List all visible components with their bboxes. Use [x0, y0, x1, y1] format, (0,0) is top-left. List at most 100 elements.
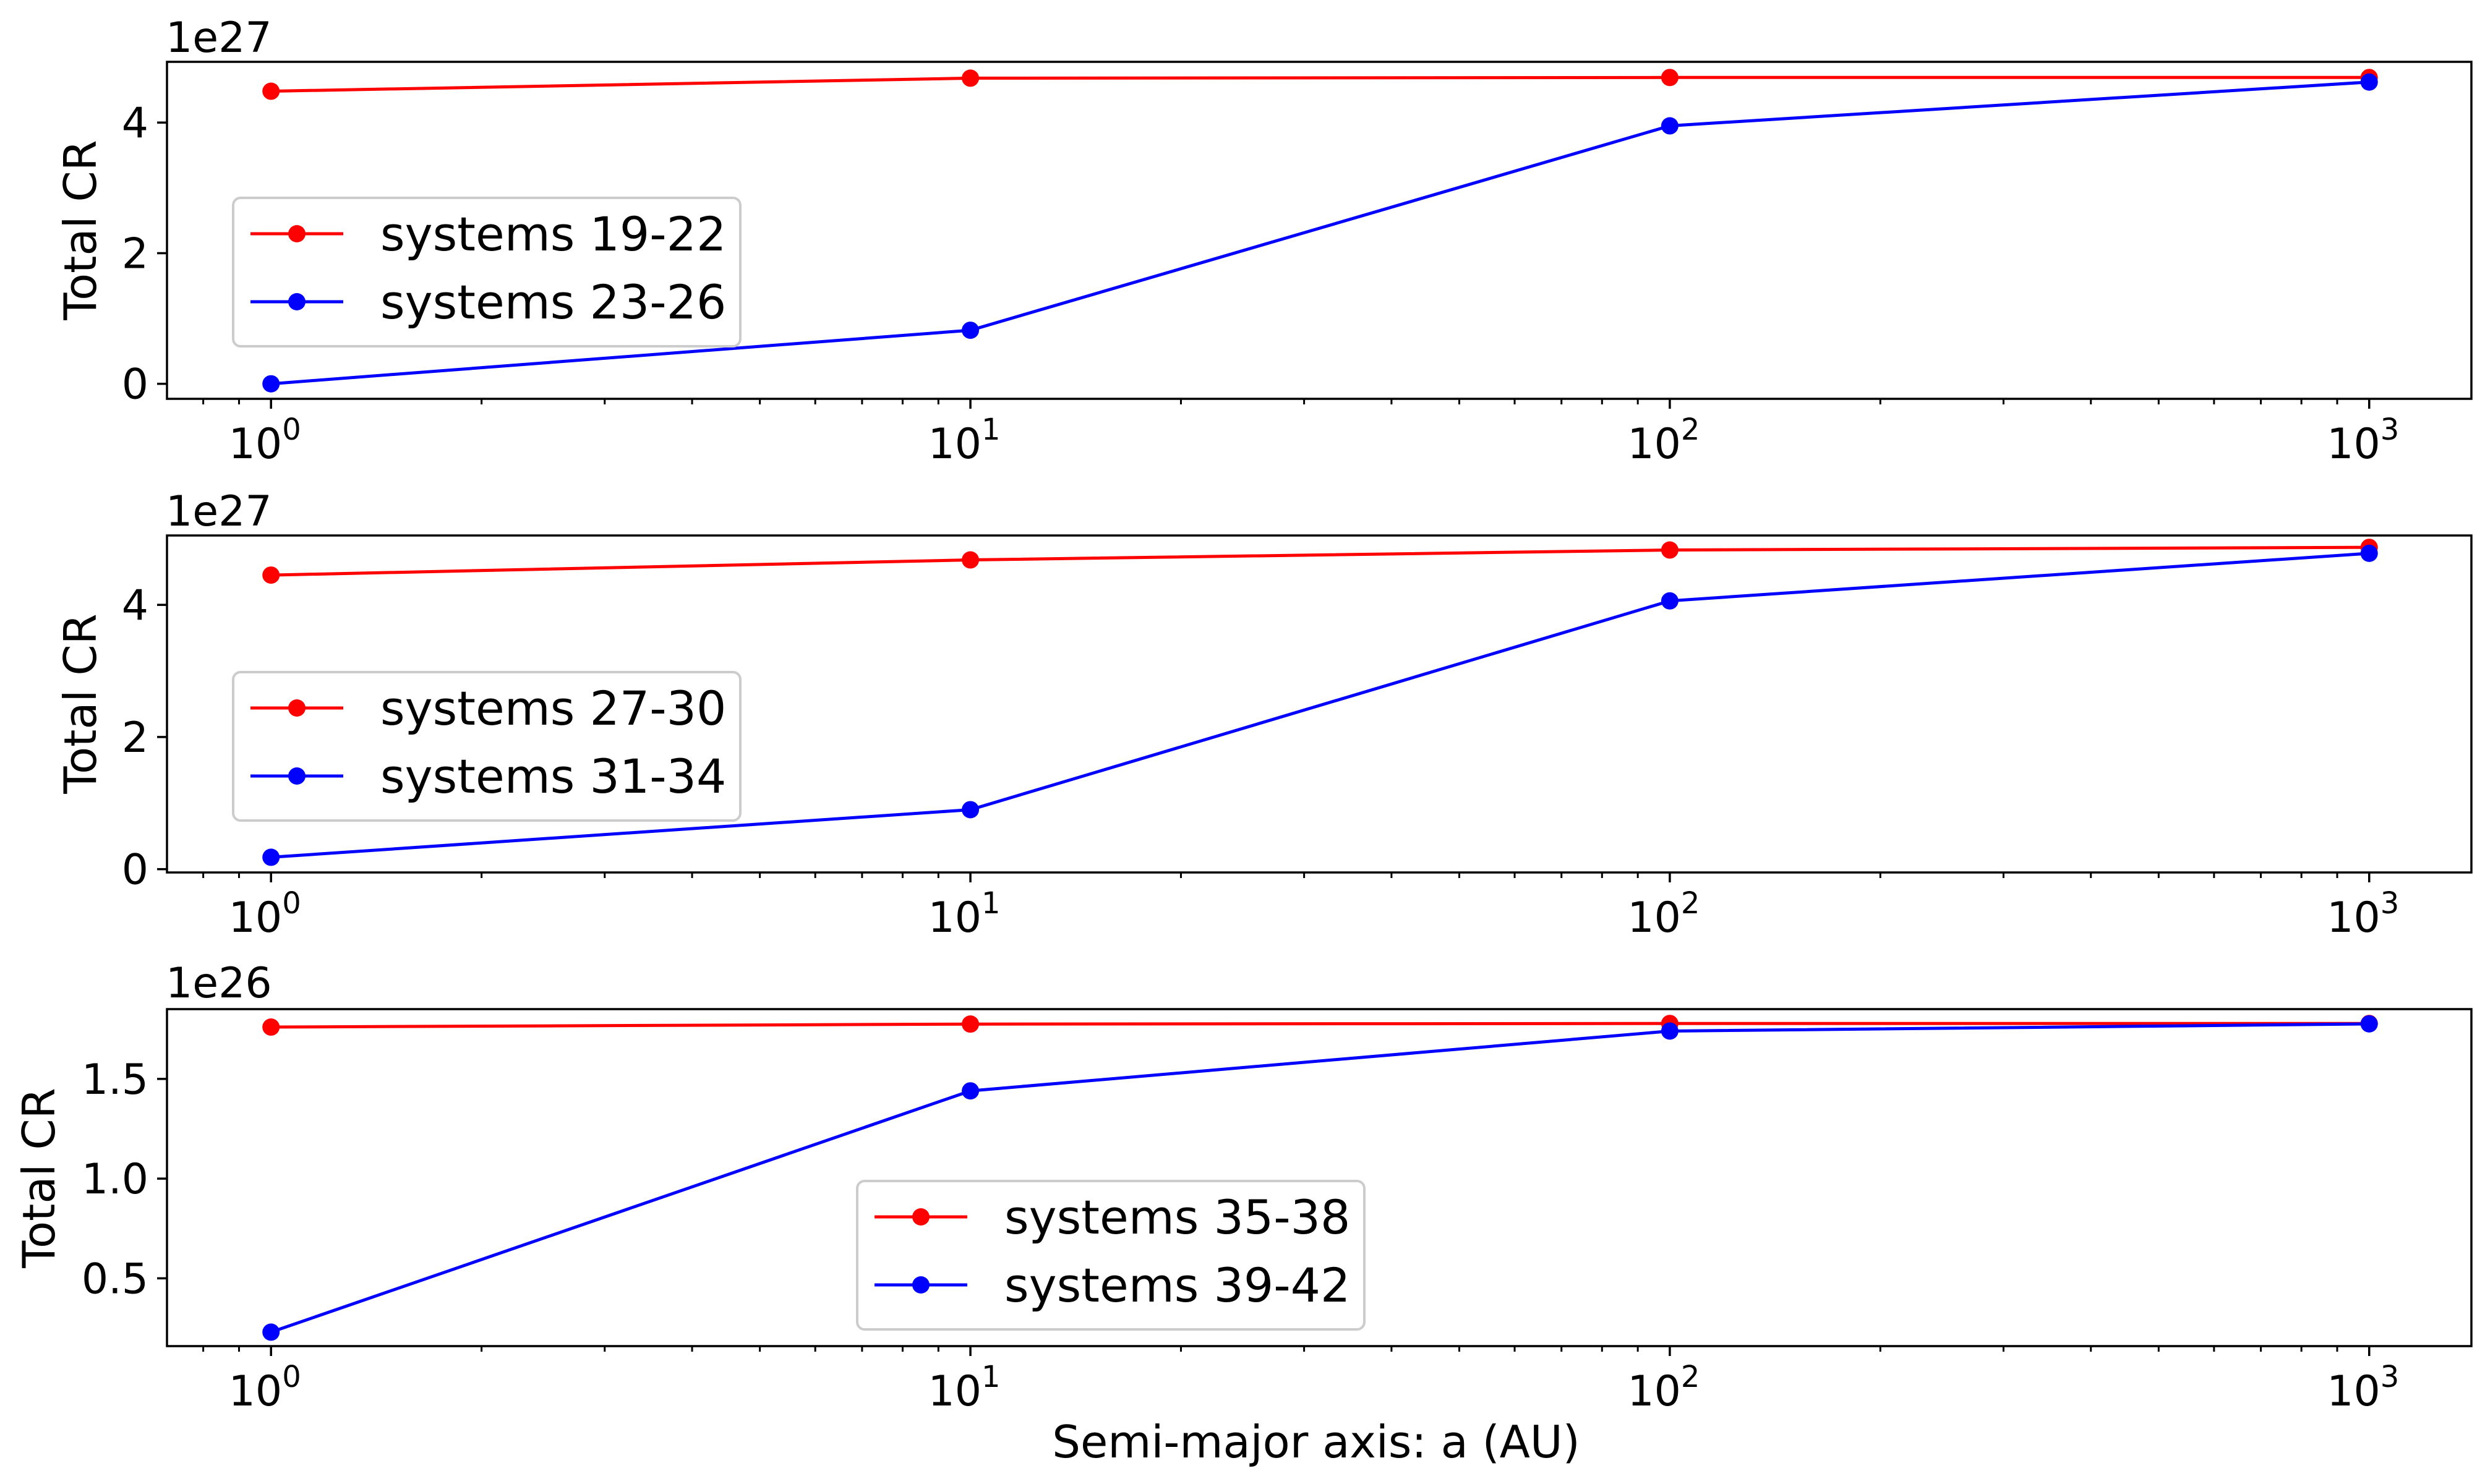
- panel-2-y-tick-label: 0: [122, 846, 148, 895]
- panel-3-x-tick-label: 100: [229, 1360, 301, 1416]
- panel-2-series-1-point: [962, 551, 980, 569]
- panel-1-series-1-line: [271, 75, 2369, 93]
- panel-2-x-tick-exponent: 0: [282, 886, 301, 921]
- panel-1-legend: systems 19-22 systems 23-26: [232, 197, 742, 348]
- panel-2-legend-swatch-1-marker: [288, 699, 306, 717]
- panel-2-series-2-point: [1661, 592, 1679, 610]
- panel-2-x-tick-label: 101: [928, 886, 1001, 942]
- panel-3-series-1-point: [962, 1015, 980, 1033]
- panel-1-x-tick-base: 10: [229, 420, 283, 469]
- panel-3-x-tick-base: 10: [229, 1367, 283, 1416]
- panel-1-x-tick-base: 10: [1627, 420, 1681, 469]
- panel-3-series-1-line: [271, 1021, 2369, 1029]
- panel-1-x-tick-exponent: 0: [282, 412, 301, 447]
- panel-3-series-1-point: [262, 1018, 280, 1036]
- panel-3-x-tick-label: 101: [928, 1360, 1001, 1416]
- panel-2-series-2-point: [262, 848, 280, 866]
- panel-3-series-2-line: [270, 1022, 2369, 1334]
- panel-1-legend-label-1: systems 19-22: [380, 207, 726, 262]
- panel-2-series-2-line: [271, 552, 2369, 859]
- panel-3-legend-swatch-1-marker: [912, 1208, 930, 1226]
- panel-1-x-tick-exponent: 2: [1681, 412, 1700, 447]
- panel-3-y-tick-label: 1.5: [82, 1055, 148, 1104]
- panel-3-legend-label-2: systems 39-42: [1004, 1258, 1350, 1313]
- panel-3-legend-label-1: systems 35-38: [1004, 1190, 1350, 1245]
- panel-2-multiplier: 1e27: [166, 487, 272, 536]
- panel-1-x-tick-label: 103: [2327, 412, 2399, 469]
- panel-2-y-tick-label: 4: [122, 581, 148, 630]
- panel-3-series-2-point: [1661, 1022, 1679, 1040]
- panel-2-legend: systems 27-30 systems 31-34: [232, 671, 742, 822]
- panel-2-axes-frame: [166, 534, 2473, 874]
- panel-2-series-1-point: [262, 566, 280, 584]
- panel-1-multiplier: 1e27: [166, 14, 272, 62]
- panel-1-x-tick-label: 102: [1627, 412, 1700, 469]
- panel-2-legend-label-1: systems 27-30: [380, 681, 726, 736]
- panel-1-y-tick-label: 0: [122, 360, 148, 409]
- panel-3-y-tick-label: 0.5: [82, 1255, 148, 1303]
- panel-1-y-tick-label: 2: [122, 229, 148, 278]
- panel-1-legend-frame: [232, 197, 742, 348]
- panel-3-y-tick-label: 1.0: [82, 1155, 148, 1204]
- panel-2-x-tick-label: 102: [1627, 886, 1700, 942]
- panel-1-legend-swatch-1-marker: [288, 225, 306, 242]
- panel-1-x-tick-base: 10: [2327, 420, 2380, 469]
- panel-1-legend-swatch-2-marker: [288, 293, 306, 310]
- panel-2-series-2-point: [962, 801, 980, 819]
- panel-1-series-1-point: [962, 69, 980, 87]
- panel-1-x-tick-exponent: 3: [2380, 412, 2400, 447]
- panel-1-x-tick-exponent: 1: [982, 412, 1001, 447]
- panel-2-legend-swatch-2-marker: [288, 767, 306, 785]
- panel-3-x-tick-label: 103: [2327, 1360, 2399, 1416]
- panel-2-x-tick-base: 10: [928, 893, 982, 942]
- x-axis-label: Semi-major axis: a (AU): [1052, 1416, 1580, 1468]
- panel-3-axes-frame: [166, 1008, 2473, 1347]
- panel-3-x-tick-base: 10: [928, 1367, 982, 1416]
- panel-2-x-tick-base: 10: [1627, 893, 1681, 942]
- panel-2-x-tick-base: 10: [229, 893, 283, 942]
- panel-2-legend-frame: [232, 671, 742, 822]
- panel-2-series-1-line: [271, 545, 2369, 577]
- panel-3-x-tick-label: 102: [1627, 1360, 1700, 1416]
- panel-2-x-tick-exponent: 2: [1681, 886, 1700, 921]
- panel-2-ylabel: Total CR: [54, 613, 106, 794]
- panel-1-legend-label-2: systems 23-26: [380, 275, 726, 330]
- panel-3-x-tick-base: 10: [2327, 1367, 2380, 1416]
- panel-3-x-tick-base: 10: [1627, 1367, 1681, 1416]
- panel-2-x-tick-base: 10: [2327, 893, 2380, 942]
- panel-2-series-2-point: [2360, 544, 2378, 562]
- panel-3-ylabel: Total CR: [13, 1088, 65, 1268]
- panel-1-series-2-point: [2360, 73, 2378, 91]
- panel-3-multiplier: 1e26: [166, 959, 272, 1008]
- panel-3-legend-swatch-2-marker: [912, 1276, 930, 1294]
- panel-2-y-tick-label: 2: [122, 714, 148, 762]
- panel-2-x-tick-label: 100: [229, 886, 301, 942]
- panel-2-x-tick-exponent: 1: [982, 886, 1001, 921]
- panel-1-y-tick-label: 4: [122, 99, 148, 148]
- panel-1-series-2-point: [262, 375, 280, 393]
- panel-1-x-tick-label: 100: [229, 412, 301, 469]
- panel-3-x-tick-exponent: 2: [1681, 1360, 1700, 1394]
- panel-3-series-2-point: [962, 1082, 980, 1100]
- panel-1-x-tick-base: 10: [928, 420, 982, 469]
- panel-2-x-tick-exponent: 3: [2380, 886, 2400, 921]
- panel-3-x-tick-exponent: 1: [982, 1360, 1001, 1394]
- panel-3-x-tick-exponent: 0: [282, 1360, 301, 1394]
- panel-1-series-2-point: [962, 322, 980, 339]
- panel-1-series-2-point: [1661, 117, 1679, 135]
- panel-1-axes-frame: [166, 61, 2473, 400]
- panel-3-series-2-point: [2360, 1015, 2378, 1033]
- panel-3-legend-frame: [856, 1180, 1366, 1331]
- panel-2-legend-label-2: systems 31-34: [380, 749, 726, 804]
- panel-1-series-1-point: [262, 82, 280, 100]
- panel-2-x-tick-label: 103: [2327, 886, 2399, 942]
- panel-1-series-2-line: [271, 80, 2369, 386]
- panel-3-series-2-point: [262, 1323, 280, 1341]
- panel-3-x-tick-exponent: 3: [2380, 1360, 2400, 1394]
